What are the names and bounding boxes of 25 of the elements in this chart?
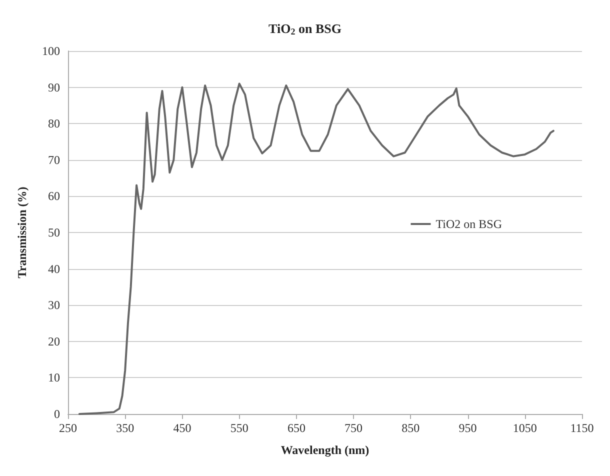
y-tick-label: 80 (48, 116, 60, 131)
y-tick-label: 40 (48, 262, 60, 276)
y-tick-label: 70 (48, 152, 60, 167)
y-tick-label: 50 (48, 226, 60, 240)
x-tick-label: 1150 (570, 421, 594, 435)
y-axis-title: Transmission (%) (15, 186, 29, 278)
legend-label: TiO2 on BSG (436, 217, 502, 231)
y-tick-label: 100 (42, 44, 60, 58)
y-tick-label: 90 (48, 80, 60, 94)
x-tick-label: 850 (402, 421, 420, 435)
x-tick-label: 750 (344, 421, 363, 435)
x-tick-label: 550 (230, 421, 248, 435)
x-tick-label: 350 (116, 421, 134, 435)
x-tick-label: 250 (59, 421, 77, 435)
x-axis-title: Wavelength (nm) (280, 443, 370, 457)
x-tick-label: 1050 (512, 421, 537, 435)
y-tick-label: 20 (48, 334, 60, 348)
y-tick-label: 30 (48, 298, 60, 312)
x-tick-label: 950 (458, 421, 477, 435)
y-tick-label: 10 (48, 370, 60, 385)
line-series (78, 82, 554, 415)
y-tick-label: 60 (48, 189, 60, 204)
x-tick-label: 450 (173, 421, 192, 435)
y-tick-label: 0 (54, 407, 60, 421)
x-tick-label: 650 (287, 421, 306, 435)
